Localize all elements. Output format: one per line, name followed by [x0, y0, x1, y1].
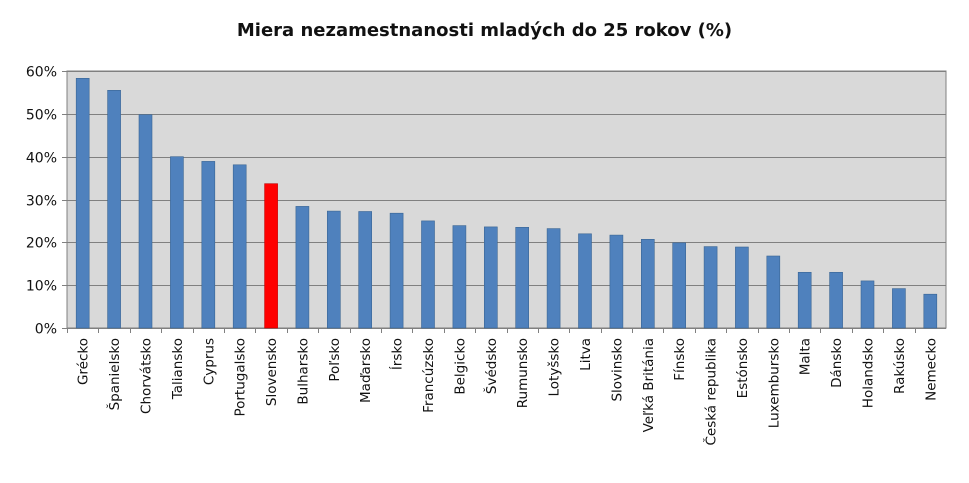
bar-nemecko	[923, 293, 938, 329]
bar-francúzsko	[421, 220, 435, 329]
bar-belgicko	[452, 225, 467, 329]
x-category-label: Lotyšsko	[547, 338, 563, 397]
x-category-label: Švédsko	[482, 338, 500, 394]
bar-rumunsko	[515, 227, 530, 329]
x-category-label: Litva	[578, 338, 594, 371]
y-tick-label: 20%	[26, 236, 57, 252]
x-category-label: Veľká Británia	[641, 338, 657, 432]
bar-estónsko	[735, 246, 749, 329]
bar-litva	[578, 233, 592, 329]
y-tick-label: 0%	[35, 322, 57, 338]
bar-cyprus	[201, 161, 216, 329]
bar-luxembursko	[766, 255, 781, 329]
x-category-label: Dánsko	[829, 338, 845, 388]
bar-lotyšsko	[546, 228, 561, 329]
bar-chorvátsko	[138, 114, 153, 329]
bar-dánsko	[829, 271, 843, 329]
y-tick-label: 30%	[26, 194, 57, 210]
bar-rakúsko	[892, 288, 906, 329]
x-category-label: Chorvátsko	[139, 338, 155, 414]
bars	[75, 78, 938, 329]
gridlines	[67, 71, 946, 329]
bar-írsko	[389, 212, 404, 329]
x-category-label: Taliansko	[170, 338, 186, 400]
x-axis-labels: Grécko Španielsko Chorvátsko Taliansko Cypru…	[67, 328, 939, 446]
x-category-label: Francúzsko	[421, 338, 437, 413]
x-category-label: Slovinsko	[609, 338, 625, 402]
x-category-label: Fínsko	[672, 338, 688, 381]
x-category-label: Maďarsko	[358, 338, 374, 403]
bar-španielsko	[107, 90, 121, 329]
x-category-label: Rumunsko	[515, 338, 531, 408]
bar-slovinsko	[609, 234, 624, 329]
bar-maďarsko	[358, 211, 373, 329]
x-category-label: Bulharsko	[295, 338, 311, 405]
bar-slovensko	[264, 183, 278, 329]
x-category-label: Poľsko	[327, 338, 343, 382]
chart-title: Miera nezamestnanosti mladých do 25 roko…	[236, 20, 733, 41]
x-category-label: Česká republika	[702, 338, 720, 446]
x-category-label: Estónsko	[735, 338, 751, 398]
x-category-label: Belgicko	[452, 338, 468, 395]
x-category-label: Cyprus	[201, 338, 217, 385]
bar-švédsko	[483, 226, 498, 329]
bar-veľká-británia	[640, 239, 655, 329]
x-category-label: Malta	[798, 338, 814, 375]
bar-poľsko	[326, 210, 341, 329]
y-tick-label: 10%	[26, 279, 57, 295]
x-category-label: Grécko	[76, 338, 92, 385]
bar-portugalsko	[232, 164, 247, 329]
bar-bulharsko	[295, 206, 310, 329]
x-category-label: Slovensko	[264, 338, 280, 406]
bar-grécko	[75, 78, 90, 329]
x-category-label: Írsko	[389, 338, 406, 370]
x-category-label: Nemecko	[923, 338, 939, 401]
bar-fínsko	[672, 242, 687, 329]
x-category-label: Rakúsko	[892, 338, 908, 394]
y-tick-label: 50%	[26, 108, 57, 124]
x-category-label: Holandsko	[861, 338, 877, 408]
bar-taliansko	[170, 156, 184, 329]
x-category-label: Luxembursko	[766, 338, 782, 428]
bar-česká-republika	[703, 246, 718, 329]
y-axis-ticks: 0% 10% 20% 30% 40% 50% 60%	[26, 65, 67, 338]
x-category-label: Portugalsko	[233, 338, 249, 417]
bar-holandsko	[860, 280, 875, 329]
y-tick-label: 40%	[26, 151, 57, 167]
x-category-label: Španielsko	[105, 338, 123, 410]
bar-malta	[797, 271, 812, 329]
plot-area	[66, 70, 947, 329]
y-tick-label: 60%	[26, 65, 57, 81]
